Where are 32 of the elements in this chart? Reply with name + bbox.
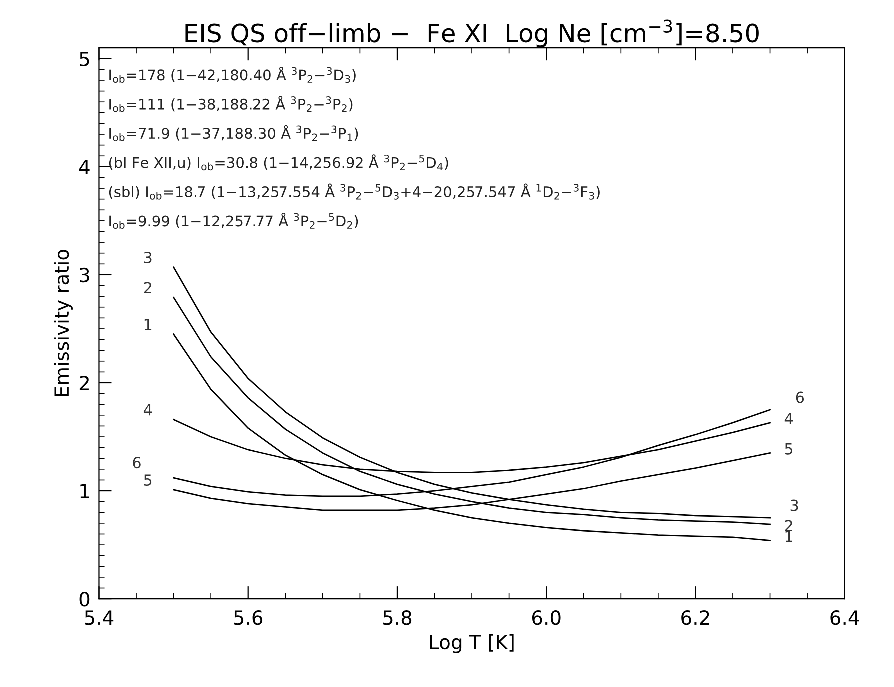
text: 6 [133,457,141,469]
text: I$_{ob}$=111 (1−38,188.22 Å $^{3}$P$_{2}$−$^{3}$P$_{2}$) [110,96,353,112]
x-tick-label: 5.4 [85,610,114,626]
series-label: 5 [785,444,793,455]
y-tick-label: 5 [80,52,90,67]
series-label: 6 [796,392,804,404]
text: 2 [144,282,152,294]
y-tick-label: 2 [80,376,89,390]
text: I$_{ob}$=9.99 (1−12,257.77 Å $^{3}$P$_{2}$−$^{5}$D$_{2}$) [110,212,358,230]
chart-title: EIS QS off−limb − Fe XI Log Ne [cm$^{−3}$]=8.50 [186,20,759,48]
x-tick-label: 5.8 [384,610,412,626]
x-tick-label: 6.4 [830,610,860,626]
text: 5 [144,474,152,486]
x-tick-label: 6.0 [532,610,561,626]
text: I$_{ob}$=178 (1−42,180.40 Å $^{3}$P$_{2}$−$^{3}$D$_{3}$) [110,66,356,84]
series-label: 4 [784,413,794,424]
text: 3 [144,252,152,264]
x-axis-title: Log T [K] [430,634,514,654]
text: 4 [144,404,152,416]
y-tick-label: 4 [79,160,90,174]
text: (bl Fe XII,u) I$_{ob}$=30.8 (1−14,256.92 Å $^{3}$P$_{2}$−$^{5}$D$_{4}$) [109,154,448,171]
text: (sbl) I$_{ob}$=18.7 (1−13,257.554 Å $^{3}$P$_{2}$−$^{5}$D$_{3}$+4−20,257.547 Å $^{1}$D$_{2}$−$^{3}$F$_{3}$) [109,184,600,200]
series-label: 3 [790,500,798,512]
text: I$_{ob}$=71.9 (1−37,188.30 Å $^{3}$P$_{2}$−$^{3}$P$_{1}$) [110,125,358,142]
y-tick-label: 0 [80,592,90,607]
x-tick-label: 6.2 [682,610,710,626]
series-label: 2 [785,520,792,532]
y-tick-label: 1 [80,484,90,498]
y-tick-label: 3 [80,268,90,283]
x-tick-label: 5.6 [234,610,263,626]
text: 1 [144,319,152,330]
y-axis-title: Emissivity ratio [54,250,73,396]
